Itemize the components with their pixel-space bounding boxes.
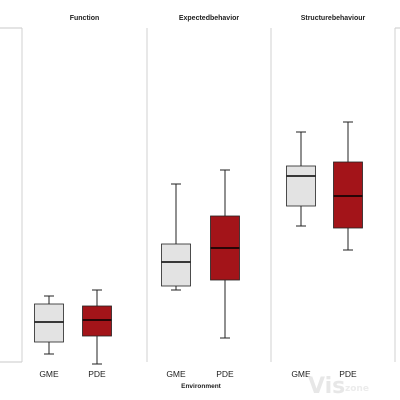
x-tick-label: PDE: [88, 369, 106, 379]
box-gme: [161, 243, 191, 287]
x-tick-label: PDE: [216, 369, 234, 379]
panel-title: Expectedbehavior: [179, 15, 240, 22]
watermark-sub: zone: [345, 384, 369, 394]
panel-title: Structurebehaviour: [301, 15, 366, 22]
panel-title: Function: [70, 15, 100, 22]
x-tick-label: GME: [39, 369, 59, 379]
x-tick-label: PDE: [339, 369, 357, 379]
x-axis-label: Environment: [181, 383, 222, 390]
x-tick-label: GME: [166, 369, 186, 379]
box-gme: [34, 303, 64, 343]
watermark-main: Vis: [308, 374, 345, 399]
box-gme: [286, 165, 316, 207]
box-pde: [82, 305, 112, 337]
box-pde: [333, 161, 363, 229]
x-tick-label: GME: [291, 369, 311, 379]
